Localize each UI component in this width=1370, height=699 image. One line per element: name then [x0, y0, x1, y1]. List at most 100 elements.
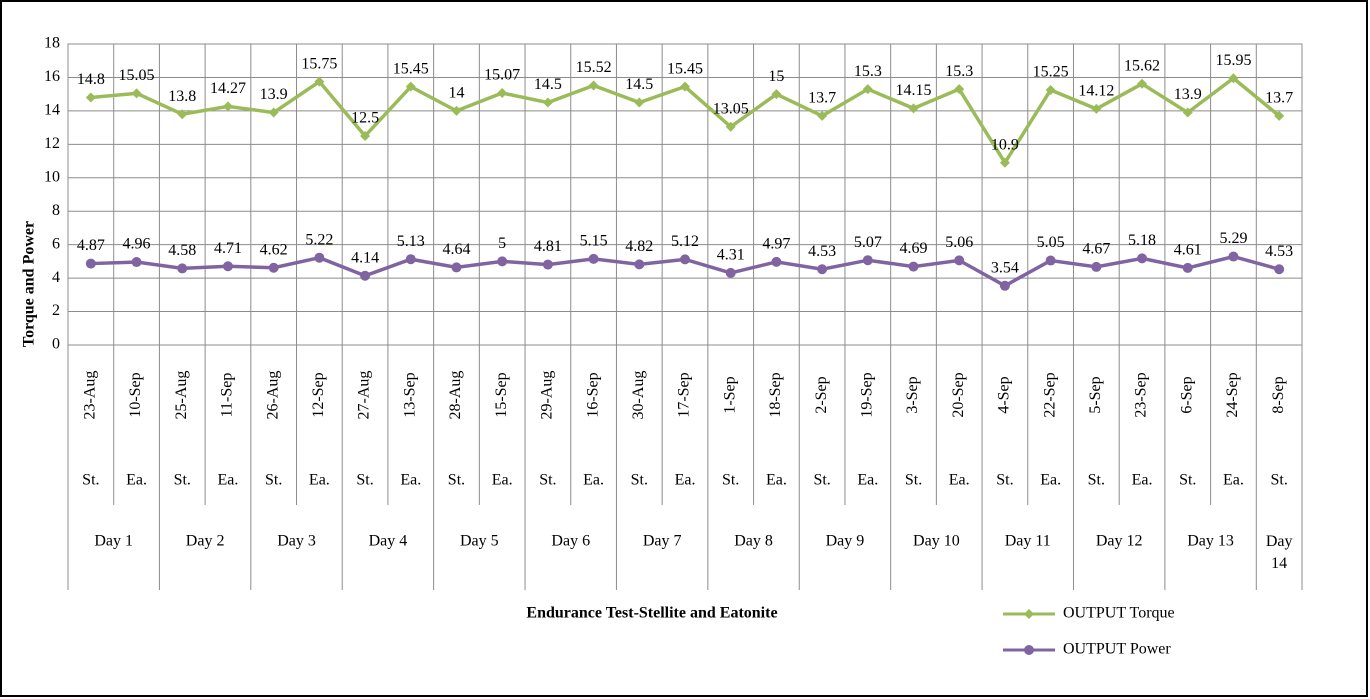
data-label: 14.12 [1078, 83, 1114, 100]
marker [725, 267, 736, 278]
data-label: 4.69 [900, 240, 928, 257]
material-label: St. [265, 472, 282, 489]
legend-label: OUTPUT Power [1063, 641, 1171, 658]
data-label: 4.14 [351, 249, 379, 266]
x-tick-label: 2-Sep [813, 376, 830, 413]
y-tick-label: 18 [44, 35, 60, 52]
marker [1045, 84, 1056, 95]
y-tick-label: 14 [44, 102, 60, 119]
data-label: 5.15 [580, 233, 608, 250]
material-label: Ea. [309, 472, 330, 489]
marker [1182, 107, 1193, 118]
marker [85, 92, 96, 103]
marker [725, 121, 736, 132]
material-label: St. [356, 472, 373, 489]
x-tick-label: 18-Sep [767, 372, 784, 417]
data-label: 4.82 [625, 238, 653, 255]
data-label: 4.31 [717, 247, 745, 264]
marker [1045, 255, 1056, 266]
data-label: 15.95 [1215, 52, 1251, 69]
x-tick-label: 29-Aug [539, 371, 556, 420]
data-label: 12.5 [351, 110, 379, 127]
data-label: 5.07 [854, 234, 882, 251]
marker [908, 103, 919, 114]
material-label: St. [1270, 472, 1287, 489]
data-label: 15.62 [1124, 57, 1160, 74]
group-label: Day 6 [551, 533, 590, 550]
group-label: Day 11 [1005, 533, 1051, 550]
x-tick-label: 10-Sep [127, 372, 144, 417]
data-label: 13.7 [1265, 90, 1293, 107]
data-label: 15.3 [945, 63, 973, 80]
y-tick-label: 2 [52, 302, 60, 319]
marker [314, 76, 325, 87]
marker [954, 84, 965, 95]
marker [177, 109, 188, 120]
data-label: 3.54 [991, 259, 1019, 276]
group-label: Day 8 [734, 533, 773, 550]
x-tick-label: 30-Aug [630, 371, 647, 420]
material-label: St. [631, 472, 648, 489]
marker [405, 81, 416, 92]
marker [1024, 645, 1034, 655]
group-label: Day 1 [94, 533, 133, 550]
marker [1091, 261, 1102, 272]
x-tick-label: 28-Aug [447, 371, 464, 420]
x-tick-label: 11-Sep [219, 373, 236, 418]
x-tick-label: 17-Sep [676, 372, 693, 417]
marker [588, 80, 599, 91]
material-label: Ea. [1223, 472, 1244, 489]
marker [588, 253, 599, 264]
data-label: 4.64 [442, 241, 470, 258]
material-label: St. [174, 472, 191, 489]
legend-label: OUTPUT Torque [1063, 605, 1175, 622]
group-label: Day 4 [369, 533, 408, 550]
data-label: 4.97 [762, 236, 790, 253]
x-tick-label: 13-Sep [401, 372, 418, 417]
x-axis-title: Endurance Test-Stellite and Eatonite [526, 605, 777, 622]
data-label: 15 [768, 68, 784, 85]
marker [1024, 609, 1034, 619]
x-tick-label: 24-Sep [1224, 372, 1241, 417]
marker [85, 258, 96, 269]
x-tick-label: 23-Aug [82, 371, 99, 420]
data-label: 5 [498, 235, 506, 252]
data-label: 14.5 [625, 76, 653, 93]
data-label: 4.53 [808, 243, 836, 260]
data-label: 14.15 [896, 82, 932, 99]
material-label: Ea. [1040, 472, 1061, 489]
marker [1137, 253, 1148, 264]
marker [222, 101, 233, 112]
data-label: 14.5 [534, 76, 562, 93]
data-label: 15.25 [1033, 64, 1069, 81]
x-tick-label: 20-Sep [950, 372, 967, 417]
marker [771, 256, 782, 267]
marker [177, 263, 188, 274]
marker [360, 130, 371, 141]
marker [1228, 251, 1239, 262]
y-tick-label: 4 [52, 269, 60, 286]
material-label: Ea. [766, 472, 787, 489]
marker [862, 84, 873, 95]
data-label: 15.45 [393, 60, 429, 77]
x-tick-label: 12-Sep [310, 372, 327, 417]
y-axis-title: Torque and Power [21, 221, 38, 347]
group-label: Day 7 [643, 533, 682, 550]
data-label: 4.58 [168, 242, 196, 259]
data-label: 15.07 [484, 67, 520, 84]
plot-frame [67, 43, 1303, 346]
marker [268, 107, 279, 118]
marker [634, 259, 645, 270]
marker [817, 110, 828, 121]
marker [405, 254, 416, 265]
data-label: 5.12 [671, 233, 699, 250]
x-tick-label: 6-Sep [1178, 376, 1195, 413]
marker [680, 254, 690, 265]
x-tick-label: 15-Sep [493, 372, 510, 417]
material-label: St. [722, 472, 739, 489]
x-tick-label: 25-Aug [173, 371, 190, 420]
group-label: Day 12 [1096, 533, 1143, 550]
marker [1228, 73, 1239, 84]
material-label: St. [813, 472, 830, 489]
marker [634, 97, 645, 108]
